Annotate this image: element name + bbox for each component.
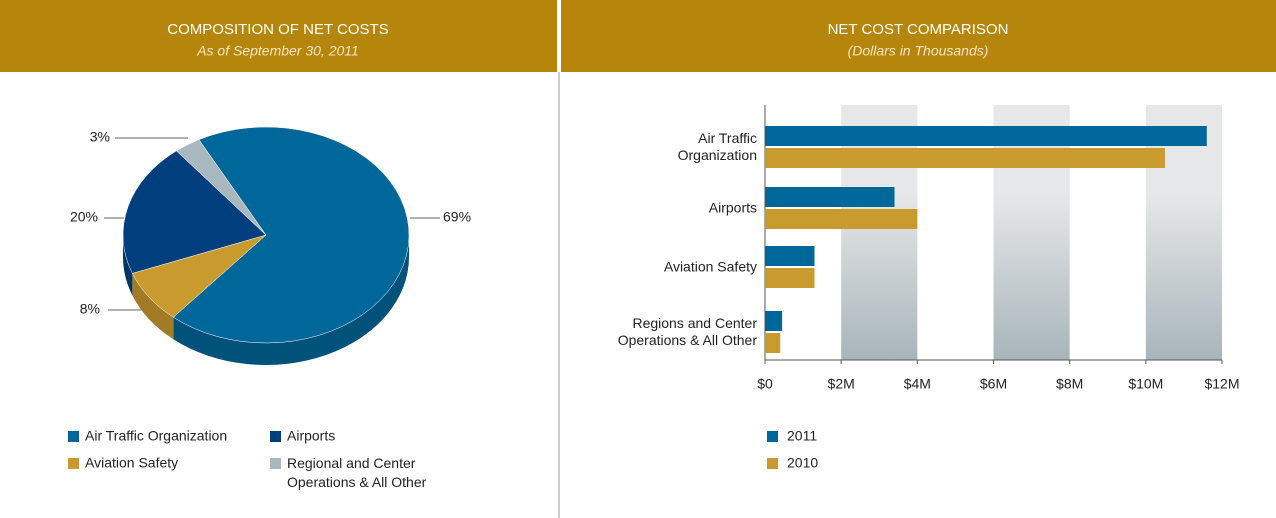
bar: [765, 246, 815, 266]
title: COMPOSITION OF NET COSTS: [167, 21, 388, 38]
band: [993, 105, 1070, 360]
x-tick-label: $0: [757, 376, 773, 392]
x-tick-label: $4M: [904, 376, 931, 392]
legend-label: Air Traffic Organization: [85, 428, 227, 444]
y-tick-label: Airports: [708, 199, 757, 216]
legend-label: Aviation Safety: [85, 455, 178, 471]
bar: [765, 268, 815, 288]
bar: [765, 311, 783, 331]
x-tick-label: $12M: [1204, 376, 1239, 392]
band: [1145, 105, 1222, 360]
pie-slice: [122, 150, 267, 274]
subtitle: As of September 30, 2011: [196, 43, 359, 59]
data-label: 3%: [90, 129, 110, 145]
pie-slice: [172, 126, 410, 344]
legend-swatch: [68, 458, 79, 469]
pie-slice: [175, 139, 267, 236]
subtitle: (Dollars in Thousands): [848, 43, 989, 59]
bar: [765, 126, 1207, 146]
y-tick-label: Aviation Safety: [663, 258, 757, 275]
bar: [765, 209, 918, 229]
legend-swatch: [270, 458, 281, 469]
legend-label: Airports: [287, 428, 335, 444]
pie-side: [123, 235, 133, 296]
y-tick-label: Regions and Center Operations & All Othe…: [617, 315, 757, 348]
legend-swatch: [270, 431, 281, 442]
legend-swatch: [767, 431, 778, 442]
legend-swatch: [68, 431, 79, 442]
y-tick-label: Air Traffic Organization: [677, 130, 757, 163]
header-right: [561, 0, 1276, 72]
legend-label: 2011: [787, 428, 817, 444]
legend-label: 2010: [787, 455, 818, 471]
header-left: [0, 0, 557, 72]
bar: [765, 333, 781, 353]
x-tick-label: $6M: [980, 376, 1007, 392]
legend-swatch: [767, 458, 778, 469]
pie-side: [173, 235, 409, 365]
data-label: 69%: [443, 209, 471, 225]
title: NET COST COMPARISON: [828, 21, 1009, 38]
bar: [765, 187, 895, 207]
band: [841, 105, 918, 360]
data-label: 8%: [80, 301, 100, 317]
x-tick-label: $10M: [1128, 376, 1163, 392]
x-tick-label: $2M: [828, 376, 855, 392]
x-tick-label: $8M: [1056, 376, 1083, 392]
data-label: 20%: [70, 209, 98, 225]
bar: [765, 148, 1165, 168]
legend-label: Regional and Center Operations & All Othe…: [287, 455, 427, 490]
